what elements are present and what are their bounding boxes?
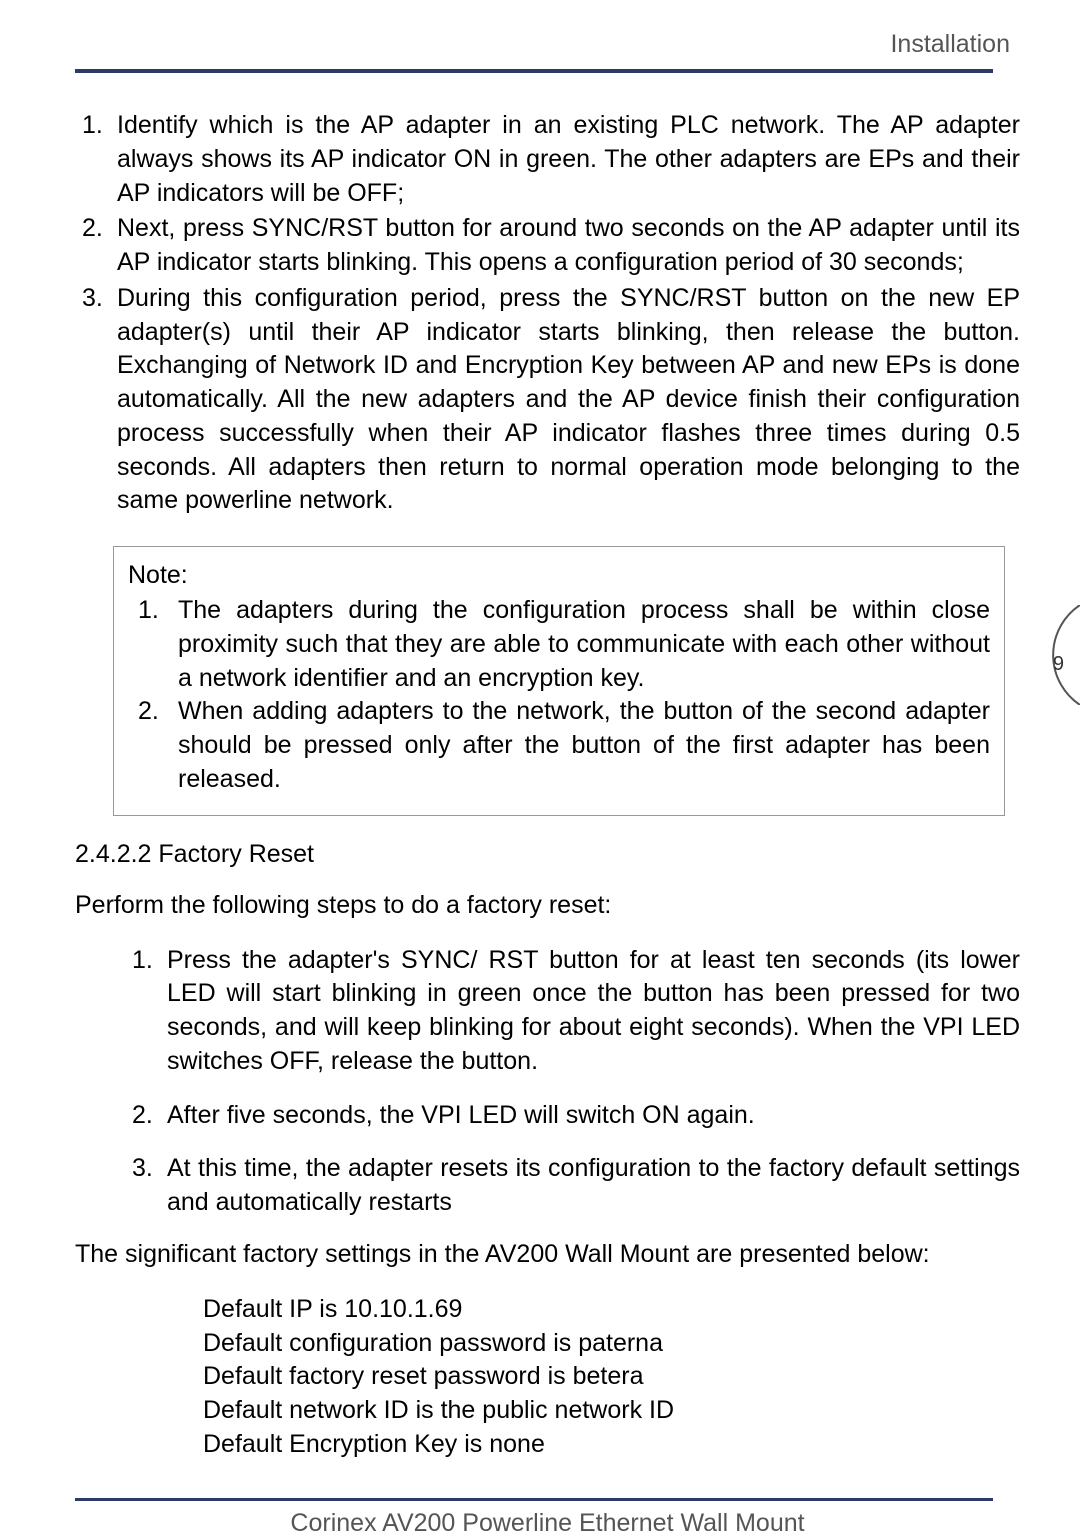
list-number: 3. xyxy=(132,1152,153,1186)
header-title: Installation xyxy=(890,30,1010,58)
list-text: Identify which is the AP adapter in an e… xyxy=(117,111,1020,207)
default-item: Default factory reset password is betera xyxy=(203,1360,1020,1394)
list-number: 1. xyxy=(132,944,153,978)
list-item: 3. During this configuration period, pre… xyxy=(75,282,1020,518)
list-text: At this time, the adapter resets its con… xyxy=(167,1154,1020,1216)
list-number: 3. xyxy=(82,282,103,316)
section-heading: 2.4.2.2 Factory Reset xyxy=(75,840,1020,869)
default-item: Default Encryption Key is none xyxy=(203,1428,1020,1462)
page-number-tab: 9 xyxy=(1010,605,1080,705)
list-number: 2. xyxy=(138,695,159,729)
list-text: During this configuration period, press … xyxy=(117,284,1020,515)
default-item: Default network ID is the public network… xyxy=(203,1394,1020,1428)
note-list: 1. The adapters during the configuration… xyxy=(128,594,990,797)
tab-arc-icon xyxy=(1010,605,1080,705)
page-footer: Corinex AV200 Powerline Ethernet Wall Mo… xyxy=(75,1509,1020,1538)
list-item: 2. After five seconds, the VPI LED will … xyxy=(125,1099,1020,1133)
page-number: 9 xyxy=(1053,653,1064,676)
page-header: Installation xyxy=(75,30,1020,59)
header-rule xyxy=(75,69,993,73)
list-item: 2. When adding adapters to the network, … xyxy=(128,695,990,796)
reset-ordered-list: 1. Press the adapter's SYNC/ RST button … xyxy=(125,944,1020,1220)
default-item: Default configuration password is patern… xyxy=(203,1327,1020,1361)
list-text: Next, press SYNC/RST button for around t… xyxy=(117,214,1020,276)
document-page: Installation 1. Identify which is the AP… xyxy=(0,0,1080,1532)
defaults-list: Default IP is 10.10.1.69 Default configu… xyxy=(203,1293,1020,1462)
list-item: 1. Identify which is the AP adapter in a… xyxy=(75,109,1020,210)
list-text: The adapters during the configuration pr… xyxy=(178,596,990,692)
section-intro: Perform the following steps to do a fact… xyxy=(75,891,1020,920)
footer-rule xyxy=(75,1498,993,1501)
default-item: Default IP is 10.10.1.69 xyxy=(203,1293,1020,1327)
list-number: 1. xyxy=(138,594,159,628)
footer-text: Corinex AV200 Powerline Ethernet Wall Mo… xyxy=(290,1509,804,1537)
list-item: 3. At this time, the adapter resets its … xyxy=(125,1152,1020,1220)
list-number: 2. xyxy=(82,212,103,246)
note-box: Note: 1. The adapters during the configu… xyxy=(113,546,1005,816)
list-text: After five seconds, the VPI LED will swi… xyxy=(167,1101,755,1129)
list-item: 1. The adapters during the configuration… xyxy=(128,594,990,695)
defaults-intro: The significant factory settings in the … xyxy=(75,1240,1020,1269)
list-item: 1. Press the adapter's SYNC/ RST button … xyxy=(125,944,1020,1079)
list-text: When adding adapters to the network, the… xyxy=(178,697,990,793)
main-ordered-list: 1. Identify which is the AP adapter in a… xyxy=(75,109,1020,518)
list-text: Press the adapter's SYNC/ RST button for… xyxy=(167,946,1020,1075)
list-item: 2. Next, press SYNC/RST button for aroun… xyxy=(75,212,1020,280)
note-title: Note: xyxy=(128,561,990,590)
list-number: 2. xyxy=(132,1099,153,1133)
list-number: 1. xyxy=(82,109,103,143)
